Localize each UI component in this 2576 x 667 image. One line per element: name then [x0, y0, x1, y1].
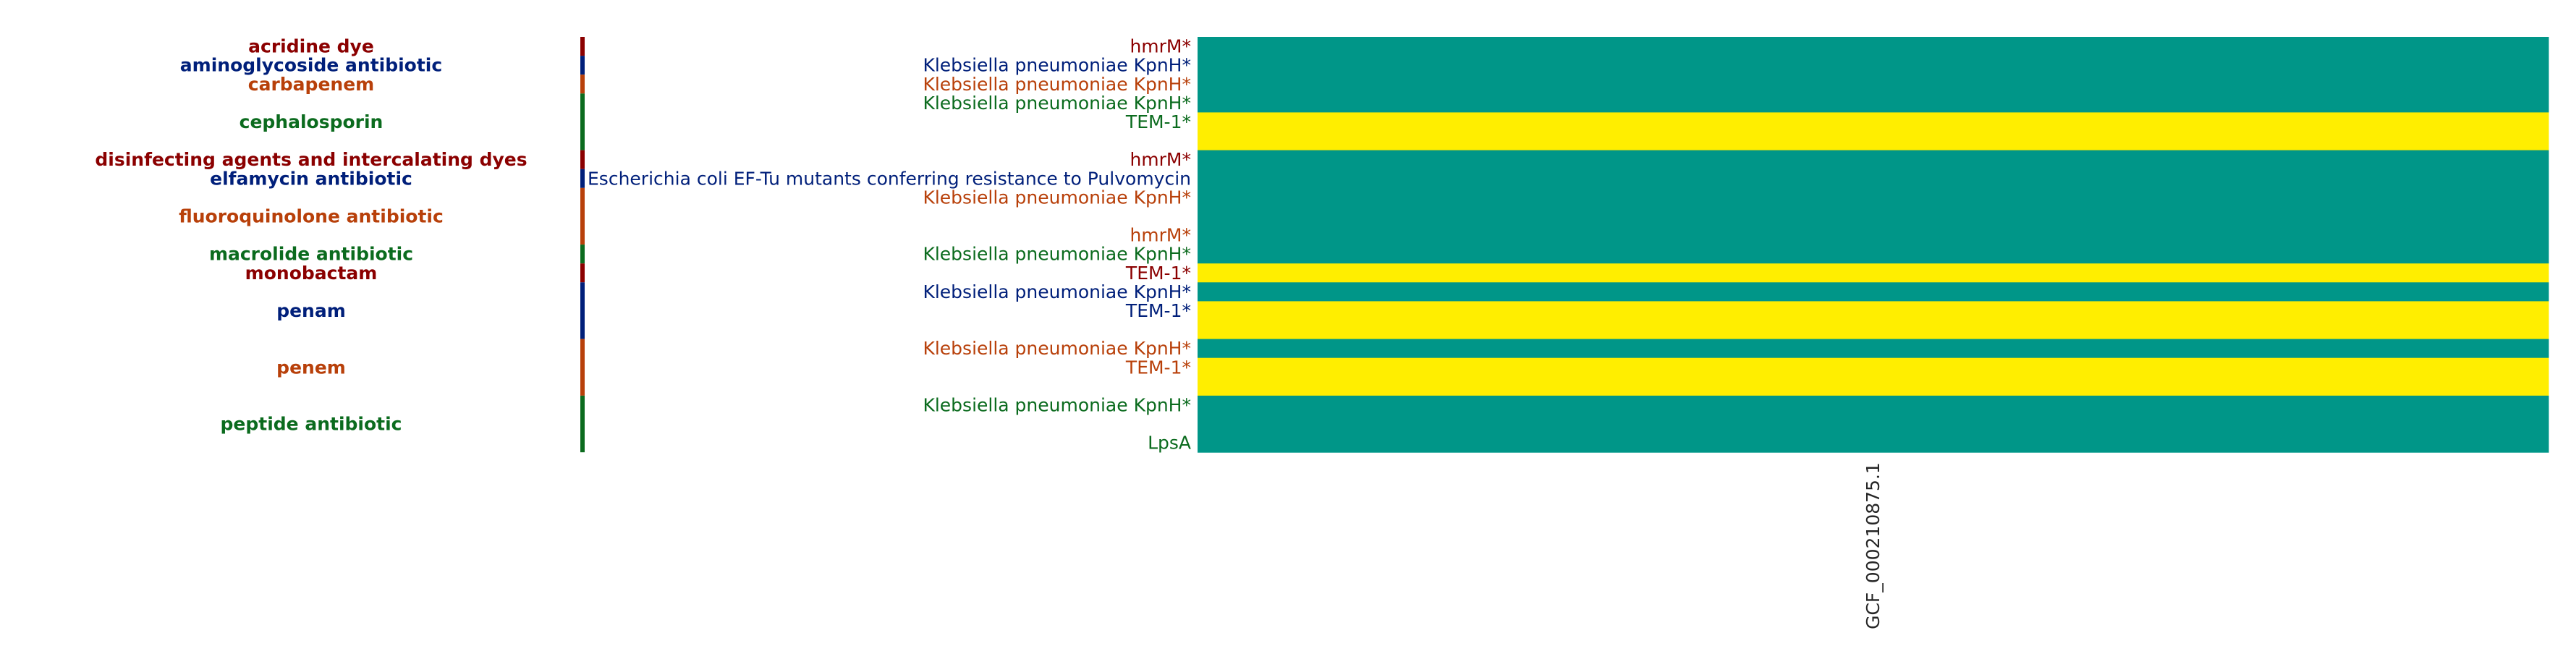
heatmap-cell — [1198, 245, 2549, 264]
row-label: hmrM* — [1130, 36, 1191, 57]
heatmap-cell — [1198, 131, 2549, 151]
category-label: penem — [276, 357, 346, 378]
heatmap-cell — [1198, 150, 2549, 170]
category-label: elfamycin antibiotic — [210, 168, 412, 189]
row-label: Klebsiella pneumoniae KpnH* — [923, 394, 1191, 415]
heatmap-cell — [1198, 37, 2549, 56]
column-labels: GCF_000210875.1 — [1863, 462, 1884, 629]
heatmap-cell — [1198, 56, 2549, 75]
heatmap-cell — [1198, 339, 2549, 359]
category-bar — [580, 339, 585, 396]
heatmap-cell — [1198, 320, 2549, 340]
category-bar — [580, 187, 585, 245]
heatmap-cell — [1198, 169, 2549, 189]
category-label: aminoglycoside antibiotic — [180, 55, 442, 76]
category-label: carbapenem — [248, 74, 374, 95]
category-bar — [580, 263, 585, 283]
row-label: Klebsiella pneumoniae KpnH* — [923, 93, 1191, 114]
category-label: disinfecting agents and intercalating dy… — [95, 149, 527, 170]
category-color-bars — [580, 37, 585, 453]
category-bar — [580, 150, 585, 169]
category-bar — [580, 282, 585, 339]
row-label: Klebsiella pneumoniae KpnH* — [923, 244, 1191, 265]
heatmap-cell — [1198, 112, 2549, 132]
row-label: TEM-1* — [1125, 263, 1191, 284]
heatmap-cell — [1198, 415, 2549, 434]
row-label: hmrM* — [1130, 225, 1191, 246]
category-label: acridine dye — [248, 36, 374, 57]
row-label: Klebsiella pneumoniae KpnH* — [923, 74, 1191, 95]
category-label: peptide antibiotic — [221, 414, 402, 435]
heatmap-cell — [1198, 263, 2549, 283]
category-bar — [580, 37, 585, 56]
category-bar — [580, 75, 585, 94]
heatmap-cell — [1198, 187, 2549, 208]
heatmap-cell — [1198, 226, 2549, 245]
category-bar — [580, 93, 585, 150]
heatmap-cell — [1198, 93, 2549, 113]
row-label: hmrM* — [1130, 149, 1191, 170]
heatmap-cell — [1198, 376, 2549, 396]
category-label: macrolide antibiotic — [209, 244, 413, 265]
heatmap-cell — [1198, 433, 2549, 453]
row-label: Klebsiella pneumoniae KpnH* — [923, 187, 1191, 208]
heatmap-cell — [1198, 206, 2549, 226]
heatmap-cell — [1198, 395, 2549, 415]
heatmap-cell — [1198, 357, 2549, 378]
row-label: Klebsiella pneumoniae KpnH* — [923, 281, 1191, 302]
category-bar — [580, 169, 585, 188]
category-bar — [580, 56, 585, 75]
category-label: cephalosporin — [240, 111, 384, 132]
row-label: Klebsiella pneumoniae KpnH* — [923, 55, 1191, 76]
row-labels: hmrM*Klebsiella pneumoniae KpnH*Klebsiel… — [588, 36, 1191, 454]
row-label: Klebsiella pneumoniae KpnH* — [923, 338, 1191, 359]
category-label: monobactam — [245, 263, 378, 284]
column-label: GCF_000210875.1 — [1863, 462, 1884, 629]
category-label: fluoroquinolone antibiotic — [179, 205, 444, 226]
heatmap-cell — [1198, 301, 2549, 320]
category-bar — [580, 245, 585, 264]
heatmap-cell — [1198, 282, 2549, 302]
row-label: Escherichia coli EF-Tu mutants conferrin… — [588, 168, 1191, 189]
heatmap-cells — [1198, 37, 2549, 453]
row-label: LpsA — [1148, 433, 1191, 454]
category-label: penam — [276, 300, 346, 321]
category-bar — [580, 395, 585, 453]
row-label: TEM-1* — [1125, 357, 1191, 378]
row-label: TEM-1* — [1125, 300, 1191, 321]
row-label: TEM-1* — [1125, 111, 1191, 132]
heatmap-cell — [1198, 75, 2549, 94]
